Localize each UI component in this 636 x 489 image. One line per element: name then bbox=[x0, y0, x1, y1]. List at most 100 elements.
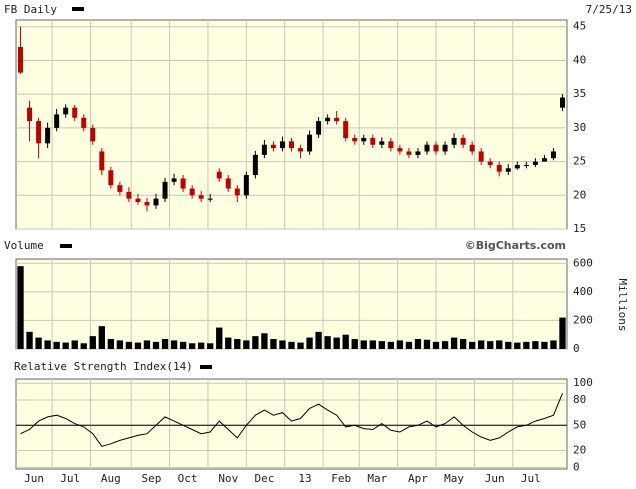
y-tick-label: 20 bbox=[573, 188, 586, 201]
rsi-line bbox=[20, 393, 563, 447]
volume-bar bbox=[514, 342, 521, 349]
volume-bar bbox=[324, 336, 331, 349]
volume-title: Volume bbox=[4, 239, 44, 252]
rsi-title: Relative Strength Index(14) bbox=[14, 360, 193, 373]
volume-bar bbox=[405, 341, 413, 349]
volume-bar bbox=[559, 317, 566, 349]
candle-body bbox=[559, 97, 565, 108]
candle-body bbox=[153, 198, 159, 206]
candle-body bbox=[397, 148, 403, 152]
volume-bar bbox=[496, 340, 503, 349]
volume-bar bbox=[487, 341, 494, 349]
x-tick-label: Nov bbox=[218, 472, 238, 485]
x-tick-label: Jun bbox=[24, 472, 44, 485]
y-tick-label: 40 bbox=[573, 53, 586, 66]
volume-bar bbox=[216, 327, 223, 349]
candle-body bbox=[198, 195, 204, 199]
candle-body bbox=[216, 171, 222, 179]
candle-body bbox=[81, 117, 87, 128]
candle-body bbox=[469, 144, 475, 152]
candle-body bbox=[487, 161, 493, 165]
plot-area bbox=[15, 378, 568, 470]
volume-bar bbox=[234, 339, 241, 349]
volume-bar bbox=[550, 340, 557, 349]
candle-body bbox=[72, 107, 78, 118]
price-title: FB Daily bbox=[4, 3, 57, 16]
candle-body bbox=[514, 164, 520, 169]
candle-body bbox=[63, 107, 69, 115]
candle-body bbox=[18, 46, 24, 73]
candle-body bbox=[189, 188, 195, 196]
x-tick-label: Jul bbox=[521, 472, 541, 485]
y-tick-label: 20 bbox=[573, 443, 586, 456]
candle-body bbox=[234, 188, 240, 196]
volume-bar bbox=[396, 340, 404, 349]
volume-bar bbox=[288, 341, 295, 349]
volume-bar bbox=[270, 339, 277, 349]
volume-bar bbox=[387, 341, 395, 349]
candle-body bbox=[550, 151, 556, 159]
candle-body bbox=[496, 164, 502, 172]
candle-body bbox=[334, 117, 340, 122]
candle-body bbox=[135, 198, 141, 203]
volume-bar bbox=[53, 341, 60, 349]
volume-bar bbox=[279, 340, 286, 349]
volume-bar bbox=[161, 339, 169, 349]
candle-body bbox=[171, 178, 177, 182]
x-tick-label: Jun bbox=[485, 472, 505, 485]
volume-bar bbox=[35, 337, 42, 349]
y-tick-label: 25 bbox=[573, 155, 586, 168]
candle-body bbox=[460, 137, 466, 145]
y-tick-label: 80 bbox=[573, 393, 586, 406]
candle-body bbox=[307, 134, 313, 152]
x-tick-label: Mar bbox=[367, 472, 387, 485]
volume-bar bbox=[179, 341, 187, 349]
volume-bar bbox=[188, 343, 196, 349]
y-tick-label: 400 bbox=[573, 285, 593, 298]
volume-bar bbox=[315, 331, 322, 349]
legend-swatch bbox=[60, 244, 72, 248]
volume-bar bbox=[523, 341, 530, 349]
candle-body bbox=[532, 161, 538, 165]
volume-bar bbox=[225, 337, 232, 349]
candle-body bbox=[415, 151, 421, 155]
volume-bar bbox=[143, 340, 151, 349]
candle-body bbox=[45, 127, 51, 144]
plot-area bbox=[15, 19, 568, 230]
y-tick-label: 100 bbox=[573, 376, 593, 389]
candle-body bbox=[36, 121, 42, 144]
volume-bar bbox=[243, 340, 250, 349]
plot-area bbox=[15, 258, 568, 350]
volume-bar bbox=[297, 342, 304, 349]
volume-bar bbox=[432, 341, 440, 349]
credit: ©BigCharts.com bbox=[465, 239, 566, 252]
volume-bar bbox=[414, 339, 422, 349]
candle-body bbox=[388, 141, 394, 149]
x-tick-label: Dec bbox=[254, 472, 274, 485]
candle-body bbox=[451, 137, 457, 145]
volume-bar bbox=[541, 341, 548, 349]
volume-bar bbox=[198, 342, 205, 349]
candle-body bbox=[144, 202, 150, 206]
candle-body bbox=[180, 178, 186, 189]
x-tick-label: Apr bbox=[408, 472, 428, 485]
candle-body bbox=[316, 121, 322, 135]
candle-body bbox=[361, 137, 367, 142]
y-tick-label: 35 bbox=[573, 87, 586, 100]
volume-bar bbox=[505, 341, 512, 349]
volume-bar bbox=[116, 340, 124, 349]
candle-body bbox=[27, 107, 33, 122]
volume-bar bbox=[71, 340, 78, 349]
candle-body bbox=[90, 127, 96, 142]
y-tick-label: 0 bbox=[573, 460, 580, 473]
volume-bar bbox=[26, 331, 33, 349]
candle-body bbox=[541, 158, 547, 162]
volume-bar bbox=[532, 341, 539, 349]
candle-body bbox=[406, 151, 412, 155]
volume-bar bbox=[478, 340, 485, 349]
y-tick-label: 30 bbox=[573, 121, 586, 134]
candle-body bbox=[424, 144, 430, 152]
y-tick-label: 200 bbox=[573, 313, 593, 326]
candle-body bbox=[225, 178, 231, 189]
